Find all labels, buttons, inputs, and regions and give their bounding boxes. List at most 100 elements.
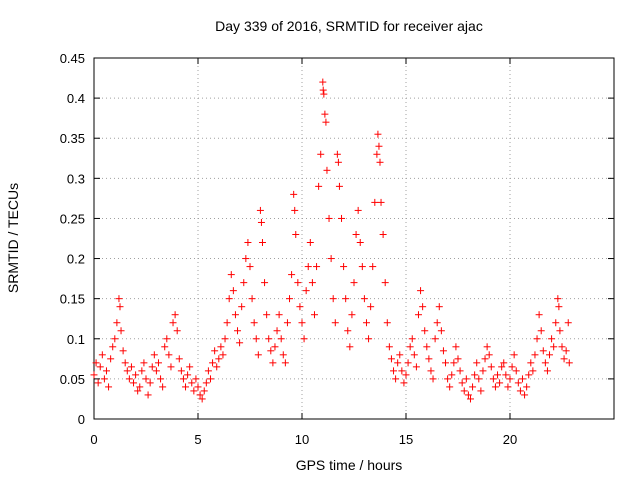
data-point [543, 367, 551, 375]
data-point [496, 379, 504, 387]
data-point [385, 343, 393, 351]
data-point [152, 367, 160, 375]
data-point [452, 343, 460, 351]
data-point [408, 335, 416, 343]
axis-ticks [93, 57, 614, 420]
data-point [267, 347, 275, 355]
data-point [238, 303, 246, 311]
data-point [190, 387, 198, 395]
data-point [446, 383, 454, 391]
data-point [433, 319, 441, 327]
data-point [159, 383, 167, 391]
data-point [200, 387, 208, 395]
data-point [562, 347, 570, 355]
data-point [109, 343, 117, 351]
data-point [265, 335, 273, 343]
y-tick-labels: 0 0.05 0.1 0.15 0.2 0.25 0.3 0.35 0.4 0.45 [60, 51, 85, 427]
data-point [541, 359, 549, 367]
data-point [358, 263, 366, 271]
y-tick-label: 0.25 [60, 211, 85, 226]
data-point [360, 295, 368, 303]
data-point [377, 198, 385, 206]
data-point [94, 379, 102, 387]
data-point [119, 347, 127, 355]
data-point [209, 359, 217, 367]
data-point [516, 387, 524, 395]
data-point [456, 367, 464, 375]
data-point [211, 347, 219, 355]
data-point [196, 391, 204, 399]
data-point [92, 359, 100, 367]
chart-title: Day 339 of 2016, SRMTID for receiver aja… [215, 18, 483, 34]
data-point [504, 383, 512, 391]
data-point [485, 351, 493, 359]
data-point [300, 335, 308, 343]
data-point [365, 335, 373, 343]
data-point [150, 351, 158, 359]
data-point [240, 279, 248, 287]
data-point [564, 319, 572, 327]
data-point [308, 279, 316, 287]
data-point [254, 351, 262, 359]
data-point [414, 311, 422, 319]
data-point [140, 359, 148, 367]
data-point [431, 335, 439, 343]
data-point [531, 351, 539, 359]
data-point [113, 319, 121, 327]
data-point [491, 383, 499, 391]
data-point [321, 110, 329, 118]
data-point [371, 198, 379, 206]
data-point [479, 367, 487, 375]
data-point [320, 90, 328, 98]
data-point [323, 166, 331, 174]
data-point [376, 158, 384, 166]
data-point [375, 142, 383, 150]
data-point [546, 351, 554, 359]
data-point [374, 130, 382, 138]
data-point [367, 303, 375, 311]
data-point [417, 287, 425, 295]
data-point [435, 303, 443, 311]
data-point [381, 279, 389, 287]
data-point [362, 319, 370, 327]
data-point [125, 375, 133, 383]
data-point [182, 383, 190, 391]
data-point [102, 367, 110, 375]
y-tick-label: 0.35 [60, 131, 85, 146]
data-point [219, 351, 227, 359]
data-point [221, 335, 229, 343]
data-point [263, 311, 271, 319]
data-point [477, 387, 485, 395]
data-point [271, 343, 279, 351]
data-point [302, 287, 310, 295]
data-point [506, 375, 514, 383]
data-point [439, 347, 447, 355]
data-point [269, 359, 277, 367]
data-point [335, 182, 343, 190]
data-point [348, 311, 356, 319]
data-point [514, 379, 522, 387]
data-point [261, 279, 269, 287]
x-tick-label: 10 [295, 432, 309, 447]
data-point [527, 359, 535, 367]
data-point [342, 295, 350, 303]
data-point [552, 319, 560, 327]
data-point [229, 287, 237, 295]
data-point [171, 311, 179, 319]
data-point [256, 206, 264, 214]
data-point [194, 383, 202, 391]
data-point [107, 355, 115, 363]
data-point [313, 263, 321, 271]
data-point [296, 303, 304, 311]
data-point [427, 367, 435, 375]
data-point [529, 367, 537, 375]
data-point [281, 359, 289, 367]
data-point [317, 150, 325, 158]
data-point [481, 355, 489, 363]
data-point [512, 367, 520, 375]
data-point [319, 86, 327, 94]
y-tick-label: 0.15 [60, 292, 85, 307]
data-point [483, 343, 491, 351]
data-point [356, 239, 364, 247]
data-point [213, 363, 221, 371]
